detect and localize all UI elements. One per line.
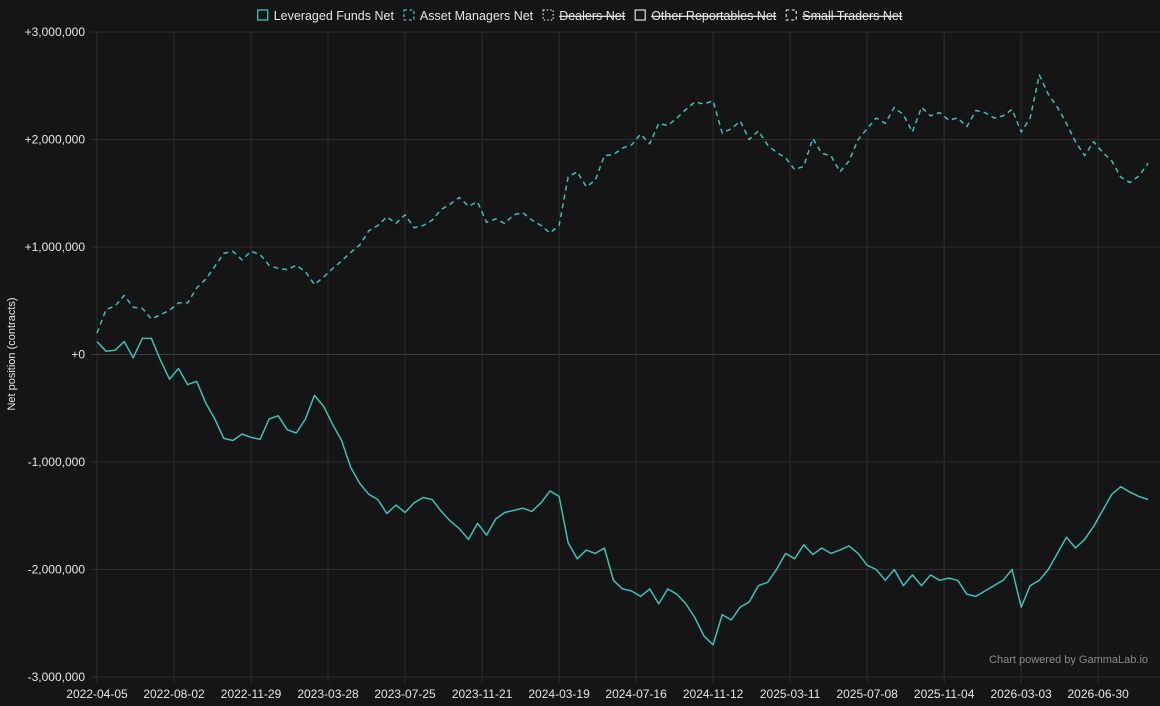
y-tick-label: +1,000,000 bbox=[25, 240, 86, 254]
legend-swatch bbox=[542, 9, 554, 21]
legend-swatch bbox=[403, 9, 415, 21]
y-tick-label: -3,000,000 bbox=[28, 670, 86, 684]
legend-swatch bbox=[785, 9, 797, 21]
x-axis: 2022-04-05 2022-08-02 2022-11-29 2023-03-28… bbox=[66, 687, 1129, 701]
x-tick-label: 2022-11-29 bbox=[221, 687, 282, 701]
series-layer bbox=[96, 74, 1149, 646]
y-tick-label: -2,000,000 bbox=[28, 563, 86, 577]
legend-item-0[interactable]: Leveraged Funds Net bbox=[257, 9, 395, 23]
legend-item-4[interactable]: Small Traders Net bbox=[785, 9, 903, 23]
legend-swatch bbox=[634, 9, 646, 21]
chart-credit: Chart powered by GammaLab.io bbox=[989, 654, 1148, 666]
y-tick-label: +3,000,000 bbox=[25, 25, 86, 39]
legend-swatch bbox=[257, 9, 269, 21]
x-tick-label: 2025-07-08 bbox=[836, 687, 898, 701]
x-tick-label: 2025-11-04 bbox=[914, 687, 975, 701]
x-tick-label: 2023-07-25 bbox=[374, 687, 436, 701]
legend-item-1[interactable]: Asset Managers Net bbox=[403, 9, 534, 23]
x-tick-label: 2024-03-19 bbox=[528, 687, 590, 701]
x-tick-label: 2024-07-16 bbox=[605, 687, 667, 701]
series-line-1 bbox=[96, 74, 1149, 334]
legend-label: Asset Managers Net bbox=[420, 9, 534, 23]
legend-label: Leveraged Funds Net bbox=[274, 9, 395, 23]
x-tick-label: 2023-11-21 bbox=[452, 687, 513, 701]
y-tick-label: +2,000,000 bbox=[25, 133, 86, 147]
legend-item-2[interactable]: Dealers Net bbox=[542, 9, 626, 23]
x-tick-label: 2022-08-02 bbox=[143, 687, 205, 701]
series-line-0 bbox=[96, 337, 1149, 646]
grid bbox=[91, 31, 1160, 683]
x-tick-label: 2024-11-12 bbox=[683, 687, 744, 701]
legend-label: Other Reportables Net bbox=[651, 9, 777, 23]
legend-item-3[interactable]: Other Reportables Net bbox=[634, 9, 777, 23]
x-tick-label: 2025-03-11 bbox=[760, 687, 821, 701]
legend-label: Dealers Net bbox=[559, 9, 626, 23]
x-tick-label: 2026-03-03 bbox=[990, 687, 1052, 701]
y-axis: +3,000,000 +2,000,000 +1,000,000 +0 -1,000,0… bbox=[25, 25, 86, 684]
legend[interactable]: Leveraged Funds Net Asset Managers Net Dea… bbox=[257, 9, 903, 23]
y-tick-label: -1,000,000 bbox=[28, 455, 86, 469]
x-tick-label: 2023-03-28 bbox=[297, 687, 359, 701]
y-axis-title: Net position (contracts) bbox=[6, 297, 18, 410]
y-tick-label: +0 bbox=[71, 348, 85, 362]
x-tick-label: 2026-06-30 bbox=[1067, 687, 1129, 701]
x-tick-label: 2022-04-05 bbox=[66, 687, 128, 701]
legend-label: Small Traders Net bbox=[802, 9, 903, 23]
